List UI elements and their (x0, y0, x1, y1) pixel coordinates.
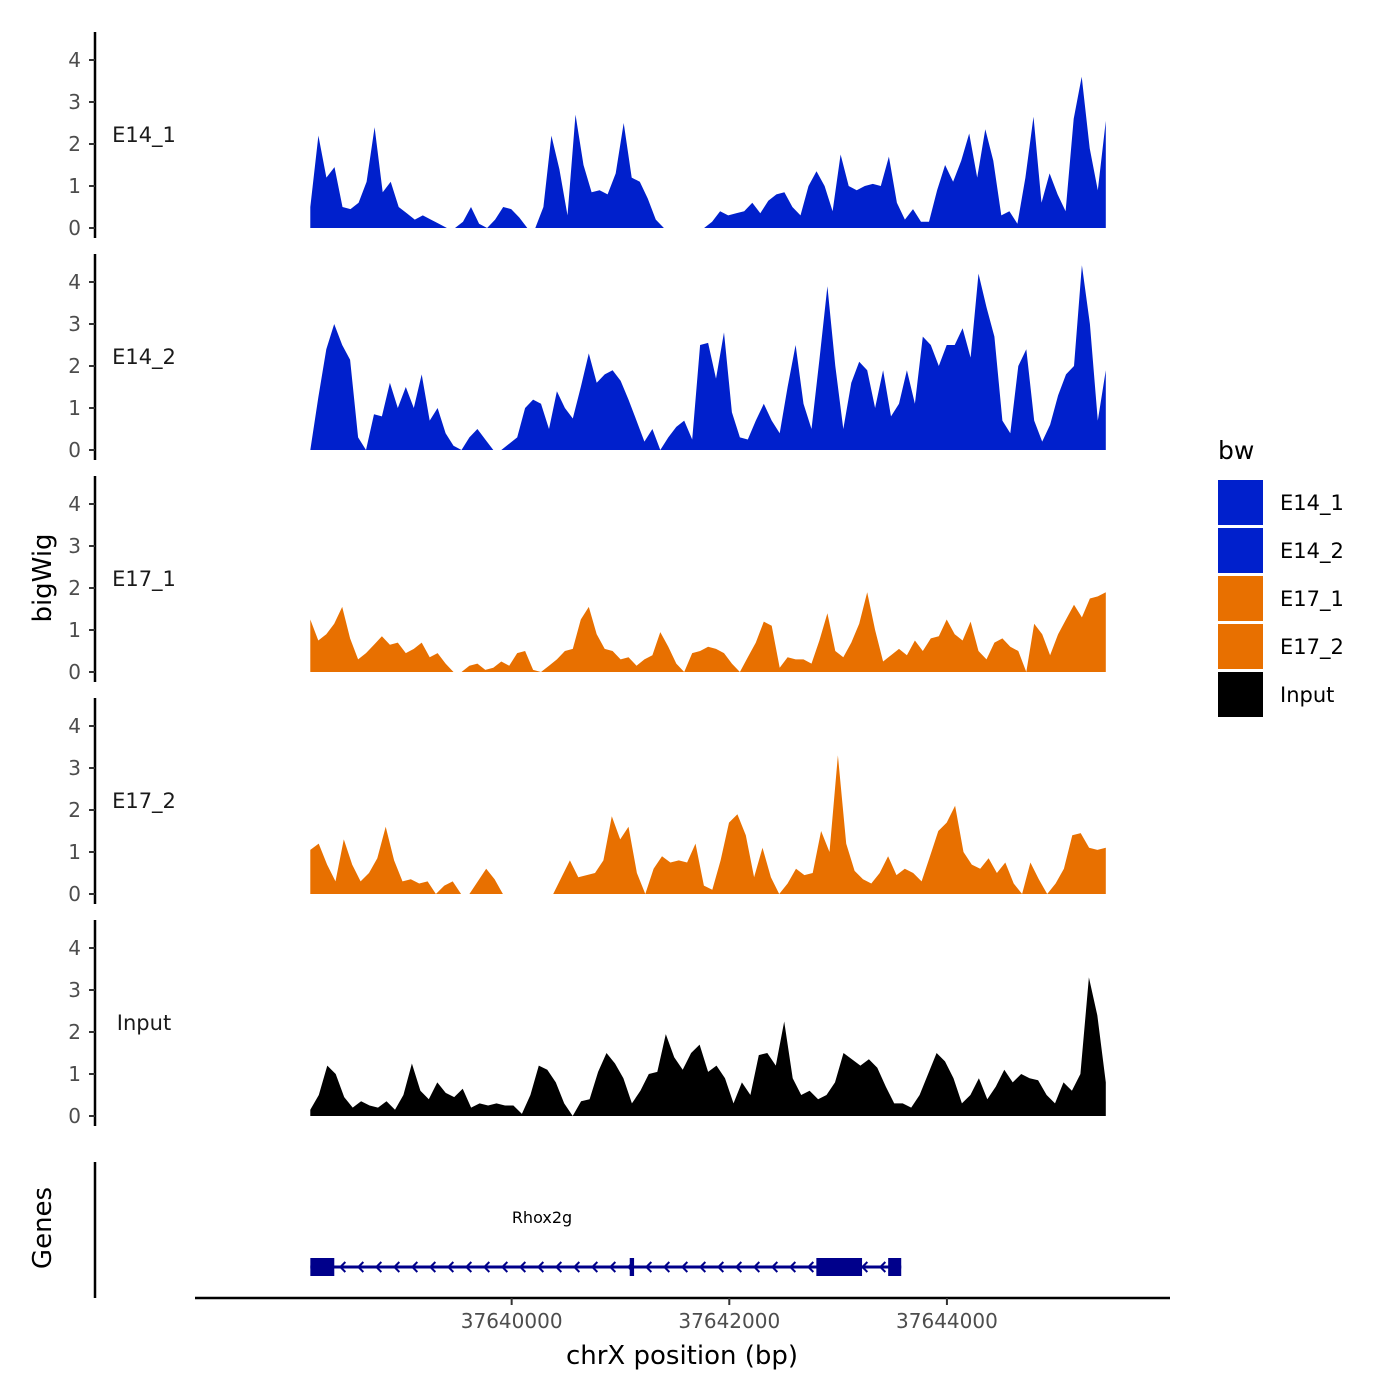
y-tick-label: 1 (68, 618, 81, 642)
legend-title: bw (1218, 436, 1254, 465)
x-axis: 37640000 37642000 37644000 (195, 1296, 1170, 1333)
y-tick-label: 0 (68, 216, 81, 240)
y-tick-label: 2 (68, 354, 81, 378)
strand-chevron (878, 1261, 887, 1273)
strand-chevron (536, 1261, 545, 1273)
y-tick-label: 2 (68, 576, 81, 600)
gene-exon (629, 1258, 635, 1276)
track-E14_1: 0 1 2 3 4 E14_1 (68, 32, 1106, 240)
strand-chevron (572, 1261, 581, 1273)
signal-area-E14_1 (310, 76, 1106, 228)
strand-chevron (482, 1261, 491, 1273)
x-axis-title: chrX position (bp) (566, 1341, 798, 1371)
strand-chevron (500, 1261, 509, 1273)
x-tick-label: 37640000 (461, 1309, 563, 1333)
y-tick-label: 4 (68, 714, 81, 738)
strand-chevron (374, 1261, 383, 1273)
track-label: E14_2 (112, 345, 176, 370)
strand-chevron (356, 1261, 365, 1273)
y-tick-label: 2 (68, 132, 81, 156)
x-tick-label: 37642000 (678, 1309, 780, 1333)
legend-swatch-Input (1218, 672, 1263, 717)
signal-tracks: 0 1 2 3 4 E14_1 0 1 2 3 4 E14_2 0 1 2 3 4 E17_1 0 1 2 3 4 E17_2… (68, 32, 1106, 1128)
track-label: E17_2 (112, 789, 176, 814)
y-tick-label: 3 (68, 978, 81, 1002)
strand-chevron (410, 1261, 419, 1273)
strand-chevron (680, 1261, 689, 1273)
y-tick-label: 3 (68, 312, 81, 336)
strand-chevron (716, 1261, 725, 1273)
track-Input: 0 1 2 3 4 Input (68, 920, 1106, 1128)
legend: bw E14_1 E14_2 E17_1 E17_2 Input (1218, 436, 1344, 717)
y-tick-label: 4 (68, 48, 81, 72)
y-tick-label: 2 (68, 798, 81, 822)
y-tick-label: 1 (68, 840, 81, 864)
gene-label: Rhox2g (512, 1208, 572, 1227)
legend-label-E17_1: E17_1 (1280, 587, 1344, 612)
strand-chevron (392, 1261, 401, 1273)
y-tick-label: 0 (68, 882, 81, 906)
signal-area-Input (310, 977, 1106, 1116)
legend-label-E14_2: E14_2 (1280, 539, 1344, 564)
legend-label-E17_2: E17_2 (1280, 635, 1344, 660)
y-tick-label: 4 (68, 492, 81, 516)
strand-chevron (770, 1261, 779, 1273)
gene-exon (816, 1258, 863, 1276)
y-tick-label: 1 (68, 1062, 81, 1086)
y-tick-label: 3 (68, 90, 81, 114)
y-tick-label: 4 (68, 270, 81, 294)
legend-swatch-E14_2 (1218, 528, 1263, 573)
strand-chevron (428, 1261, 437, 1273)
track-label: E17_1 (112, 567, 176, 592)
track-E17_1: 0 1 2 3 4 E17_1 (68, 476, 1106, 684)
strand-chevron (806, 1261, 815, 1273)
legend-swatch-E14_1 (1218, 480, 1263, 525)
strand-chevron (644, 1261, 653, 1273)
legend-swatch-E17_1 (1218, 576, 1263, 621)
legend-label-Input: Input (1280, 683, 1334, 707)
signal-area-E14_2 (310, 265, 1106, 450)
y-tick-label: 0 (68, 438, 81, 462)
track-label: Input (117, 1011, 171, 1035)
gene-exon (888, 1258, 902, 1276)
strand-chevron (464, 1261, 473, 1273)
strand-chevron (860, 1261, 869, 1273)
legend-label-E14_1: E14_1 (1280, 491, 1344, 516)
strand-chevron (698, 1261, 707, 1273)
strand-chevron (752, 1261, 761, 1273)
y-tick-label: 0 (68, 660, 81, 684)
y-tick-label: 0 (68, 1104, 81, 1128)
strand-chevron (518, 1261, 527, 1273)
signal-area-E17_2 (310, 755, 1106, 894)
legend-swatch-E17_2 (1218, 624, 1263, 669)
strand-chevron (734, 1261, 743, 1273)
strand-chevron (590, 1261, 599, 1273)
y-axis-title: bigWig (28, 533, 58, 622)
track-E14_2: 0 1 2 3 4 E14_2 (68, 254, 1106, 462)
strand-chevron (788, 1261, 797, 1273)
signal-area-E17_1 (310, 592, 1106, 672)
genes-track-title: Genes (28, 1187, 58, 1269)
strand-chevron (608, 1261, 617, 1273)
y-tick-label: 2 (68, 1020, 81, 1044)
y-tick-label: 1 (68, 174, 81, 198)
strand-chevron (554, 1261, 563, 1273)
y-tick-label: 4 (68, 936, 81, 960)
strand-chevron (338, 1261, 347, 1273)
strand-chevron (446, 1261, 455, 1273)
track-E17_2: 0 1 2 3 4 E17_2 (68, 698, 1106, 906)
y-tick-label: 1 (68, 396, 81, 420)
track-label: E14_1 (112, 123, 176, 148)
x-tick-label: 37644000 (896, 1309, 998, 1333)
strand-chevron (662, 1261, 671, 1273)
genes-track: Rhox2g (93, 1162, 902, 1298)
y-tick-label: 3 (68, 534, 81, 558)
gene-exon (310, 1258, 335, 1276)
y-tick-label: 3 (68, 756, 81, 780)
